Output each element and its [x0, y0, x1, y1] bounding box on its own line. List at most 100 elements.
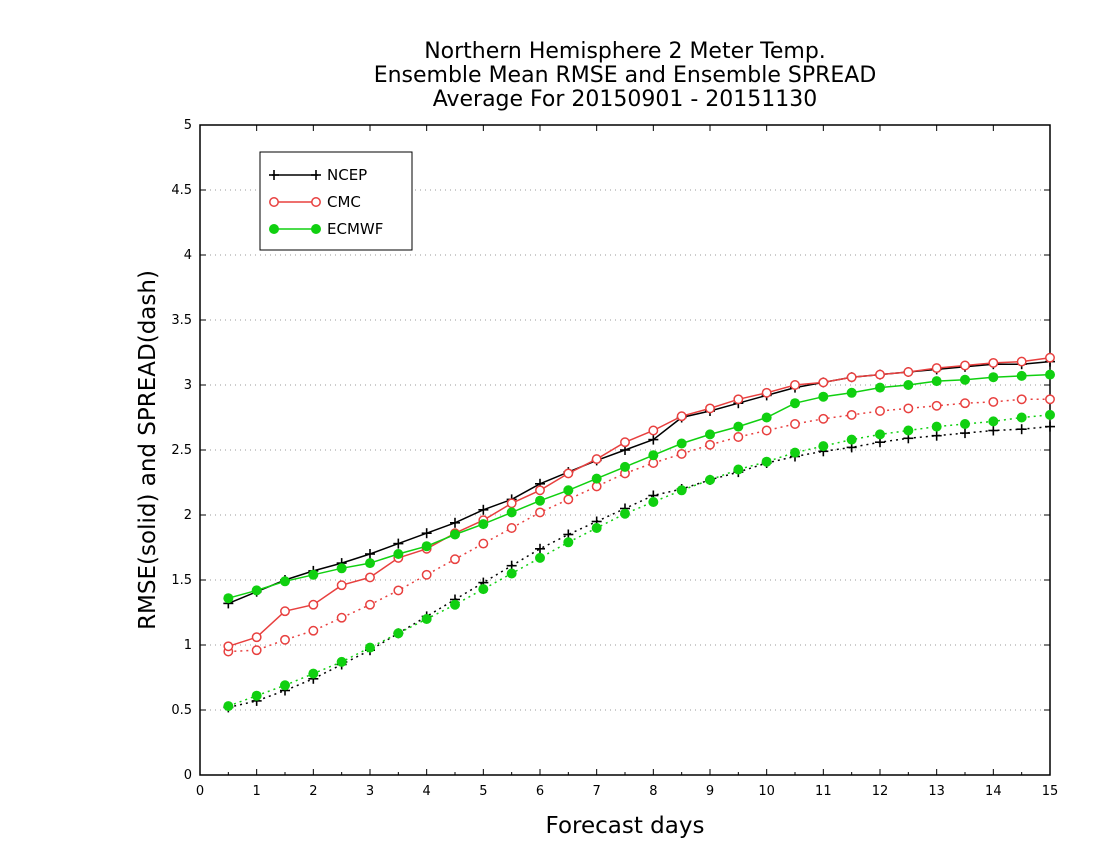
ecmwf-rmse-point	[818, 391, 829, 402]
cmc-rmse-point	[280, 606, 290, 617]
ecmwf-spread-point	[846, 434, 857, 445]
ecmwf-rmse-point	[336, 563, 347, 574]
ecmwf-rmse-point	[846, 387, 857, 398]
ecmwf-rmse-point	[903, 380, 914, 390]
ecmwf-spread-point	[591, 523, 602, 533]
ncep-rmse-point	[421, 528, 432, 539]
cmc-rmse-point	[790, 380, 800, 390]
cmc-spread-point	[1045, 394, 1055, 405]
ncep-rmse-point	[365, 549, 375, 559]
cmc-rmse-line	[228, 356, 1051, 648]
ecmwf-spread-point	[1045, 409, 1055, 420]
x-tick-label: 4	[423, 784, 431, 799]
ecmwf-spread-point	[648, 497, 659, 507]
cmc-spread-point	[478, 538, 489, 549]
legend-label-ecmwf: ECMWF	[327, 220, 383, 238]
legend-label-ncep: NCEP	[327, 166, 367, 184]
ecmwf-spread-point	[421, 614, 432, 624]
y-axis-label: RMSE(solid) and SPREAD(dash)	[135, 270, 161, 630]
ecmwf-rmse-point	[506, 507, 517, 518]
x-tick-label: 3	[366, 784, 374, 799]
ncep-spread-point	[931, 430, 942, 441]
cmc-spread-point	[733, 432, 744, 442]
legend: NCEP CMC ECMWF	[259, 151, 413, 251]
cmc-spread-point	[846, 409, 857, 420]
ecmwf-spread-point	[931, 421, 942, 432]
ecmwf-rmse-line	[228, 373, 1051, 599]
ecmwf-spread-point	[818, 441, 829, 452]
ecmwf-spread-point	[705, 474, 715, 485]
ecmwf-rmse-point	[280, 576, 290, 587]
cmc-rmse-point	[875, 369, 885, 380]
legend-marker-cmc	[269, 197, 279, 207]
y-tick-label: 4	[184, 248, 192, 263]
x-tick-label: 11	[815, 784, 832, 799]
y-tick-label: 1	[184, 638, 192, 653]
cmc-rmse-point	[1045, 352, 1055, 363]
ecmwf-rmse-point	[620, 461, 630, 472]
y-tick-label: 3.5	[171, 313, 192, 328]
ecmwf-rmse-point	[393, 549, 404, 559]
ecmwf-rmse-point	[223, 593, 234, 604]
cmc-spread-point	[988, 396, 999, 407]
chart-title: Northern Hemisphere 2 Meter Temp. Ensemb…	[374, 39, 877, 112]
title-line-3: Average For 20150901 - 20151130	[433, 87, 818, 112]
cmc-spread-point	[563, 494, 574, 505]
ecmwf-spread-point	[733, 464, 744, 475]
y-tick-label: 2	[184, 508, 192, 523]
ecmwf-spread-point	[365, 642, 375, 653]
cmc-rmse-point	[535, 485, 545, 496]
cmc-rmse-point	[251, 632, 262, 643]
x-tick-label: 14	[985, 784, 1002, 799]
x-tick-label: 12	[872, 784, 889, 799]
y-tick-label: 0.5	[171, 703, 192, 718]
ecmwf-spread-point	[308, 668, 319, 679]
ecmwf-rmse-point	[421, 541, 432, 552]
x-tick-label: 15	[1042, 784, 1059, 799]
x-tick-label: 5	[479, 784, 487, 799]
ncep-spread-point	[1045, 421, 1055, 432]
y-tick-label: 4.5	[171, 183, 192, 198]
ecmwf-spread-point	[620, 508, 630, 519]
ecmwf-spread-point	[676, 485, 687, 496]
ecmwf-rmse-point	[960, 374, 970, 385]
x-axis-label: Forecast days	[546, 813, 705, 839]
cmc-spread-point	[705, 439, 715, 450]
cmc-spread-point	[450, 554, 460, 565]
legend-label-cmc: CMC	[327, 193, 361, 211]
ecmwf-rmse-point	[790, 398, 800, 409]
title-line-2: Ensemble Mean RMSE and Ensemble SPREAD	[374, 63, 877, 88]
legend-marker-ncep	[311, 170, 321, 180]
ncep-rmse-point	[393, 538, 404, 549]
ecmwf-spread-point	[535, 552, 545, 563]
ecmwf-rmse-point	[1016, 370, 1027, 381]
cmc-rmse-point	[931, 363, 942, 374]
ecmwf-rmse-point	[450, 529, 460, 540]
ecmwf-rmse-point	[705, 429, 715, 440]
y-axis-ticks: 0 0.5 1 1.5 2 2.5 3 3.5 4 4.5 5	[171, 118, 1050, 783]
cmc-rmse-point	[846, 372, 857, 383]
cmc-spread-point	[336, 612, 347, 623]
cmc-rmse-point	[960, 360, 970, 371]
ecmwf-spread-point	[903, 425, 914, 436]
ecmwf-spread-point	[1016, 412, 1027, 423]
cmc-rmse-point	[988, 357, 999, 368]
ecmwf-spread-point	[790, 447, 800, 458]
ecmwf-rmse-point	[251, 585, 262, 596]
ecmwf-spread-point	[875, 429, 885, 440]
ecmwf-spread-point	[563, 537, 574, 548]
ecmwf-rmse-point	[365, 558, 375, 569]
ecmwf-rmse-point	[733, 421, 744, 432]
ecmwf-rmse-point	[535, 495, 545, 506]
cmc-spread-point	[251, 645, 262, 656]
cmc-rmse-point	[676, 411, 687, 422]
ncep-rmse-point	[450, 517, 460, 528]
ecmwf-rmse-point	[875, 382, 885, 393]
cmc-rmse-point	[1016, 356, 1027, 367]
cmc-spread-point	[421, 569, 432, 580]
ecmwf-rmse-point	[478, 519, 489, 530]
x-tick-label: 1	[253, 784, 261, 799]
cmc-rmse-point	[365, 572, 375, 583]
cmc-rmse-point	[818, 377, 829, 388]
ecmwf-rmse-point	[308, 569, 319, 580]
